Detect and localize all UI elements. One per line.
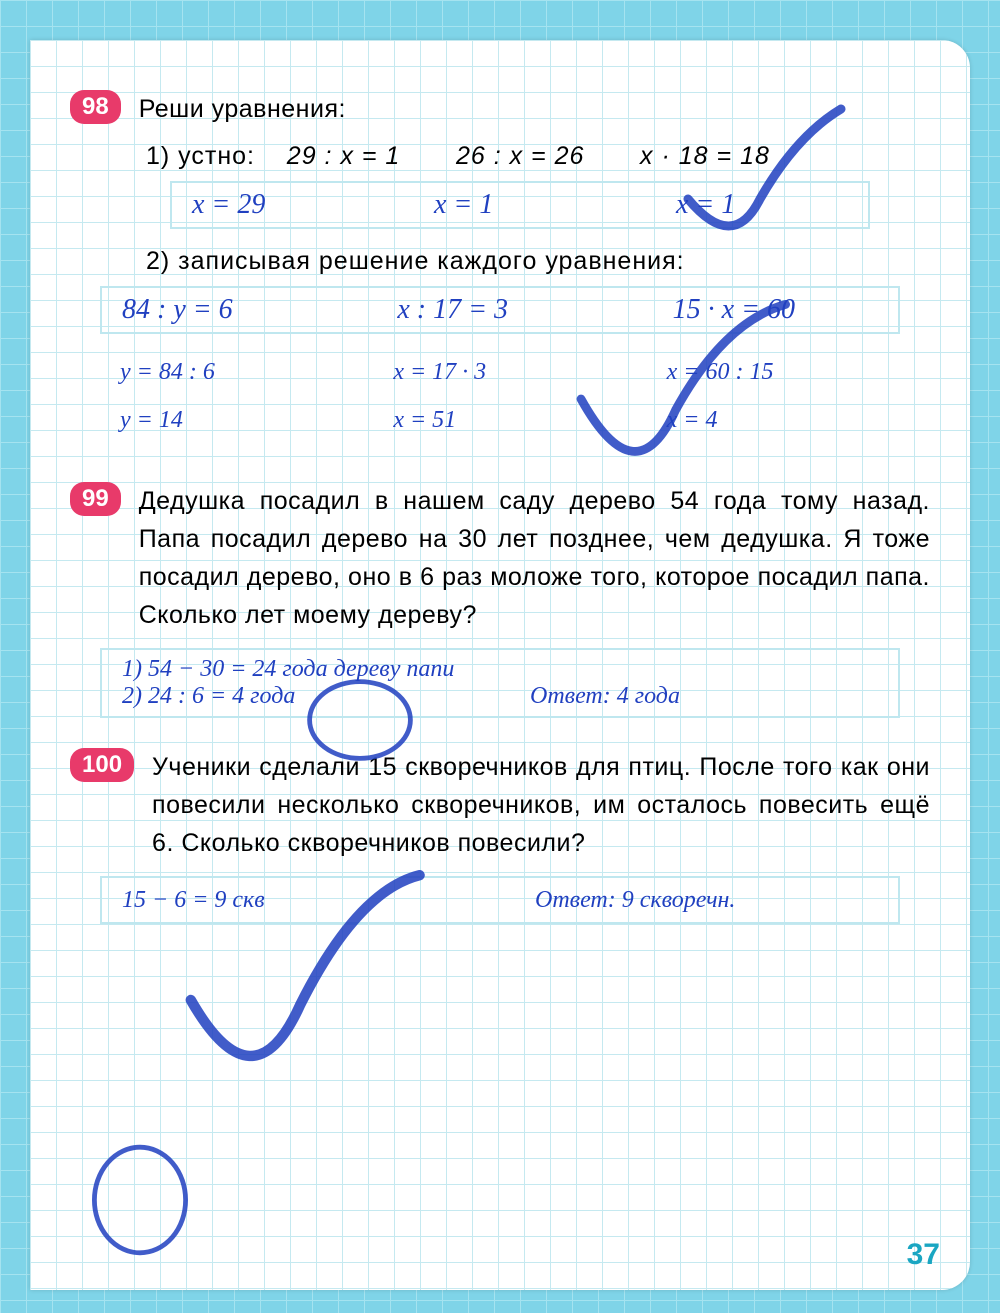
- teacher-circle-icon: [280, 660, 440, 780]
- workbook-page: 98 Реши уравнения: 1) устно: 29 : x = 1 …: [30, 40, 970, 1290]
- eq1: 29 : x = 1: [287, 142, 401, 170]
- work-box-99: 1) 54 − 30 = 24 года дереву папи 2) 24 :…: [100, 648, 900, 718]
- problem-number-badge: 99: [70, 482, 121, 516]
- teacher-check-icon: [670, 100, 850, 280]
- problem-number-badge: 98: [70, 90, 121, 124]
- answer-label: Ответ:: [535, 887, 616, 913]
- problem-prompt: Реши уравнения:: [139, 90, 346, 128]
- ans1: x = 29: [192, 189, 364, 221]
- page-number: 37: [907, 1238, 940, 1272]
- eq2: 26 : x = 26: [456, 142, 584, 170]
- ans2: x = 1: [434, 189, 606, 221]
- sub1-label: 1) устно:: [146, 142, 255, 170]
- p99-answer: Ответ: 4 года: [530, 683, 878, 710]
- answer-value: 9 скворечн.: [622, 887, 736, 913]
- workA2: y = 14: [120, 396, 333, 444]
- answer-value: 4 года: [617, 683, 680, 709]
- problem-text: Ученики сделали 15 скворечников для птиц…: [152, 748, 930, 862]
- answer-label: Ответ:: [530, 683, 611, 709]
- p99-line1: 1) 54 − 30 = 24 года дереву папи: [122, 656, 878, 683]
- teacher-circle-icon: [80, 1130, 200, 1270]
- problem-text: Дедушка посадил в нашем саду дерево 54 г…: [139, 482, 930, 634]
- teacher-check-icon: [550, 300, 810, 520]
- teacher-check-icon: [170, 870, 430, 1130]
- workA1: y = 84 : 6: [120, 348, 333, 396]
- p100-answer: Ответ: 9 скворечн.: [535, 887, 878, 914]
- eqA: 84 : y = 6: [122, 294, 327, 326]
- problem-number-badge: 100: [70, 748, 134, 782]
